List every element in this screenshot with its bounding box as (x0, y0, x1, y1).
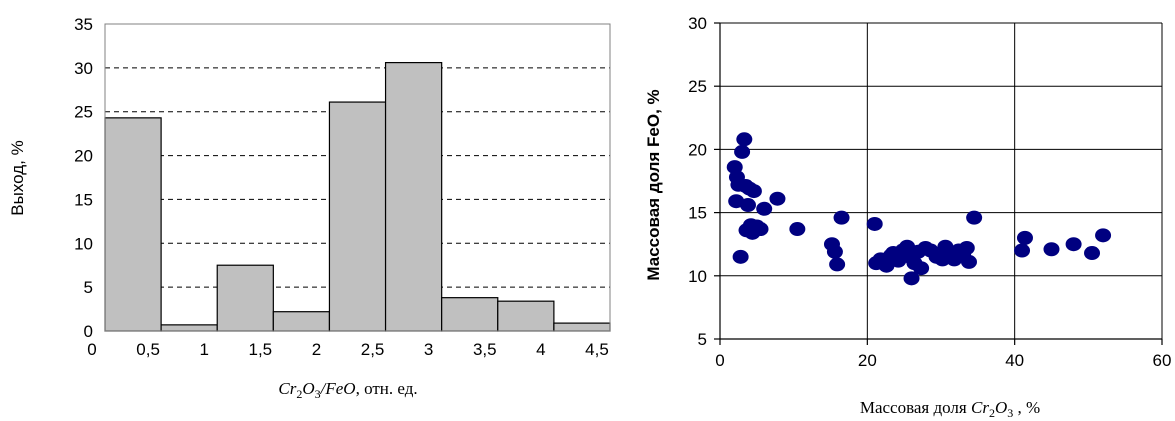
scatter-y-tick-label: 5 (698, 330, 707, 349)
histogram-x-tick-label: 2 (312, 340, 321, 359)
scatter-chart: 5 10 15 20 25 30 0 20 40 60 Массовая доля FeO, %… (644, 14, 1171, 420)
histogram-x-tick-label: 0 (87, 340, 96, 359)
histogram-x-tick-label: 1,5 (249, 340, 273, 359)
histogram-y-tick-labels: 0 5 10 15 20 25 30 35 (74, 15, 93, 341)
scatter-point (960, 254, 977, 269)
histogram-y-axis-label: Выход, % (8, 140, 27, 215)
histogram-y-tick-label: 25 (74, 103, 93, 122)
histogram-x-tick-label: 4,5 (585, 340, 609, 359)
histogram-y-tick-label: 35 (74, 15, 93, 34)
scatter-point (958, 240, 975, 255)
histogram-x-tick-label: 3 (424, 340, 433, 359)
histogram-x-tick-label: 0,5 (136, 340, 160, 359)
scatter-point (756, 201, 773, 216)
scatter-axes (714, 22, 1163, 345)
scatter-point (903, 271, 920, 286)
scatter-point (732, 249, 749, 264)
histogram-bar (553, 322, 611, 332)
scatter-y-tick-label: 10 (688, 267, 707, 286)
histogram-bar (272, 311, 331, 332)
histogram-x-tick-label: 3,5 (473, 340, 497, 359)
scatter-y-tick-label: 15 (688, 204, 707, 223)
scatter-point (1014, 243, 1031, 258)
scatter-point (789, 222, 806, 237)
histogram-x-tick-labels: 0 0,5 1 1,5 2 2,5 3 3,5 4 4,5 (87, 340, 609, 359)
histogram-bars (104, 61, 611, 332)
scatter-point (736, 132, 753, 147)
histogram-y-tick-label: 15 (74, 190, 93, 209)
scatter-point (1016, 230, 1033, 245)
histogram-y-tick-label: 30 (74, 59, 93, 78)
histogram-bar (216, 264, 274, 332)
scatter-x-tick-label: 60 (1153, 351, 1172, 370)
histogram-y-tick-label: 20 (74, 147, 93, 166)
scatter-point (829, 257, 846, 272)
scatter-point (745, 184, 762, 199)
scatter-x-axis-label: Массовая доля Cr2O3 , % (860, 398, 1040, 420)
histogram-x-tick-label: 2,5 (361, 340, 385, 359)
histogram-bar (104, 117, 162, 332)
scatter-y-tick-label: 25 (688, 77, 707, 96)
histogram-plot-frame (104, 23, 611, 332)
histogram-bar (328, 101, 387, 332)
scatter-point (866, 216, 883, 231)
histogram-y-tick-label: 0 (84, 322, 93, 341)
scatter-x-tick-label: 40 (1005, 351, 1024, 370)
scatter-point (769, 191, 786, 206)
histogram-x-tick-label: 1 (199, 340, 208, 359)
scatter-point (752, 222, 769, 237)
histogram-bar (160, 324, 218, 332)
scatter-point (739, 198, 756, 213)
scatter-point (1095, 228, 1112, 243)
histogram-x-tick-label: 4 (536, 340, 545, 359)
histogram-bar (441, 297, 499, 332)
scatter-point (913, 261, 930, 276)
scatter-point (833, 210, 850, 225)
histogram-chart: 0 5 10 15 20 25 30 35 0 0,5 1 1,5 2 2,5 3 3,5 4 4,5 Выхо… (8, 15, 611, 401)
scatter-point (1043, 242, 1060, 257)
histogram-bar (384, 61, 443, 332)
scatter-y-tick-labels: 5 10 15 20 25 30 (688, 14, 707, 349)
scatter-point (966, 210, 983, 225)
scatter-y-tick-label: 30 (688, 14, 707, 33)
scatter-x-tick-labels: 0 20 40 60 (715, 351, 1171, 370)
histogram-x-axis-label: Cr2O3/FeO, отн. ед. (278, 379, 417, 401)
scatter-point (734, 144, 751, 159)
histogram-y-tick-label: 10 (74, 234, 93, 253)
scatter-y-axis-label: Массовая доля FeO, % (644, 89, 663, 280)
scatter-point (826, 244, 843, 259)
histogram-bar (497, 300, 555, 332)
scatter-x-tick-label: 0 (715, 351, 724, 370)
scatter-points (726, 132, 1112, 286)
scatter-gridlines (720, 22, 1163, 339)
scatter-point (1084, 246, 1101, 261)
histogram-y-tick-label: 5 (84, 278, 93, 297)
scatter-x-tick-label: 20 (858, 351, 877, 370)
scatter-point (1065, 237, 1082, 252)
scatter-y-tick-label: 20 (688, 140, 707, 159)
